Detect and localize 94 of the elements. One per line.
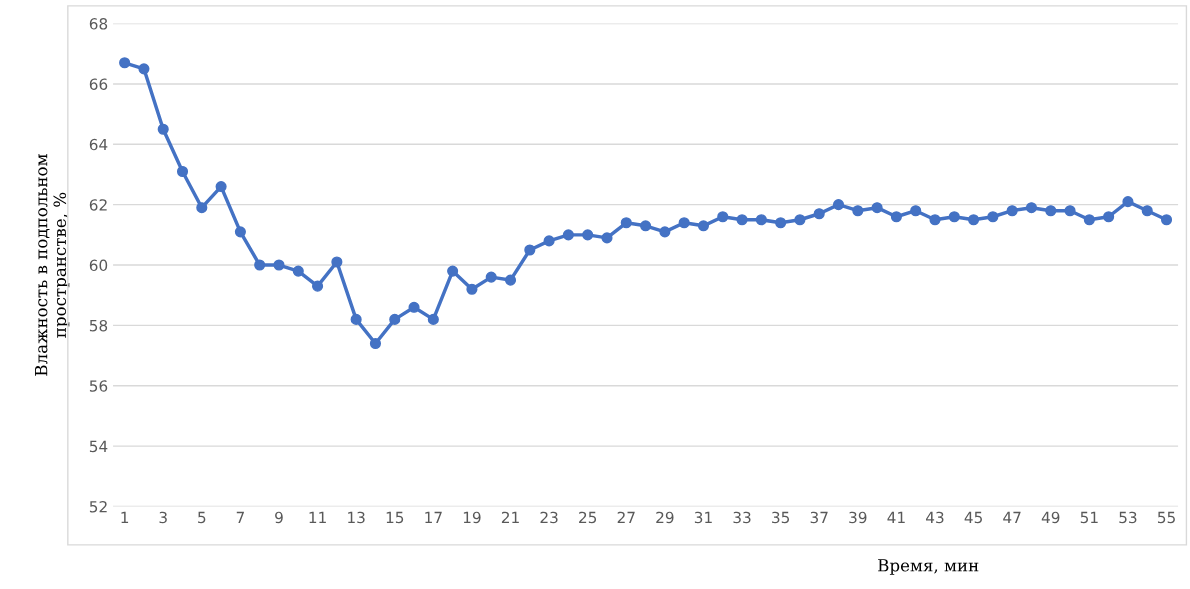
y-tick-label: 62 (89, 199, 107, 211)
point (852, 205, 864, 217)
point (215, 181, 227, 193)
point (273, 259, 285, 271)
point (427, 313, 439, 325)
point (543, 235, 555, 247)
point (659, 226, 671, 238)
point (640, 220, 652, 232)
point (910, 205, 922, 217)
point (119, 57, 131, 69)
x-tick-label: 7 (236, 511, 244, 524)
y-tick-label: 54 (89, 440, 108, 453)
point (582, 229, 594, 241)
x-axis-title: Время, мин (878, 559, 979, 575)
point (466, 283, 478, 295)
point (196, 202, 208, 214)
x-tick-label: 3 (159, 511, 167, 524)
y-tick-label: 60 (89, 259, 108, 272)
point (1006, 205, 1018, 217)
point (504, 274, 517, 286)
x-tick-label: 1 (121, 511, 129, 524)
y-tick-label: 52 (89, 501, 107, 513)
point (775, 217, 787, 229)
point (794, 214, 806, 226)
x-tick-label: 33 (733, 511, 751, 524)
x-tick-label: 49 (1041, 511, 1060, 524)
point (1045, 205, 1057, 217)
x-tick-label: 47 (1003, 511, 1021, 524)
point (176, 165, 189, 178)
x-tick-label: 29 (656, 511, 674, 524)
point (331, 256, 343, 268)
point (312, 280, 324, 292)
point (755, 214, 767, 226)
x-tick-label: 31 (694, 511, 712, 524)
point (485, 271, 497, 283)
point (389, 313, 401, 325)
x-tick-label: 19 (463, 511, 481, 524)
x-tick-label: 15 (386, 511, 404, 524)
point (717, 211, 729, 223)
x-tick-label: 41 (887, 511, 905, 524)
x-tick-label: 11 (309, 511, 326, 524)
point (350, 313, 362, 325)
point (1103, 211, 1115, 223)
point (890, 211, 902, 223)
point (968, 214, 980, 226)
x-tick-label: 21 (501, 511, 519, 524)
x-tick-label: 45 (964, 511, 982, 524)
x-tick-label: 25 (579, 511, 597, 524)
point (1122, 196, 1134, 208)
point (948, 211, 960, 223)
point (157, 123, 169, 135)
point (447, 265, 459, 277)
y-tick-label: 68 (89, 18, 108, 30)
point (987, 211, 999, 223)
point (524, 244, 536, 256)
point (1025, 202, 1038, 214)
point (234, 226, 246, 238)
point (1083, 214, 1095, 226)
x-tick-label: 9 (275, 511, 283, 524)
y-tick-label: 64 (89, 138, 108, 151)
x-tick-label: 37 (810, 511, 828, 524)
point (1160, 214, 1173, 226)
x-tick-label: 51 (1080, 511, 1098, 524)
x-tick-label: 23 (540, 511, 558, 524)
x-tick-label: 17 (425, 511, 442, 524)
point (832, 199, 845, 211)
point (292, 265, 304, 277)
point (1064, 205, 1076, 217)
point (138, 63, 150, 75)
x-tick-label: 35 (772, 511, 790, 524)
y-axis-title: Влажность в подпольном пространстве, % (35, 154, 70, 376)
point (736, 214, 748, 226)
point (697, 220, 710, 232)
x-tick-label: 53 (1119, 511, 1137, 524)
y-tick-label: 56 (89, 380, 108, 392)
x-tick-label: 55 (1157, 511, 1175, 524)
point (871, 202, 883, 214)
y-tick-label: 66 (89, 78, 108, 90)
point (562, 229, 574, 241)
x-tick-label: 5 (198, 511, 206, 524)
x-tick-label: 43 (926, 511, 944, 524)
point (254, 259, 266, 271)
point (408, 301, 420, 313)
point (1141, 205, 1153, 217)
y-tick-label: 58 (89, 319, 108, 332)
x-tick-label: 27 (617, 511, 635, 524)
point (813, 208, 825, 220)
point (678, 217, 690, 229)
point (620, 217, 632, 229)
x-tick-label: 39 (849, 511, 867, 524)
point (601, 232, 613, 244)
point (929, 214, 941, 226)
x-tick-label: 13 (348, 511, 365, 524)
point (369, 337, 382, 350)
